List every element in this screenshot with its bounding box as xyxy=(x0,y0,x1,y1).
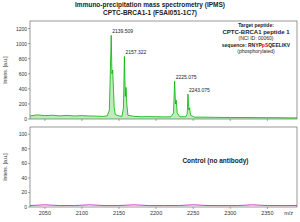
x-tick xyxy=(193,119,194,121)
data-group xyxy=(30,35,297,119)
y-tick xyxy=(28,207,30,208)
y-tick xyxy=(28,103,30,104)
y-tick-label: 60 xyxy=(21,160,27,166)
annotation: 2225.075 xyxy=(176,74,197,80)
y-tick-label: 200 xyxy=(19,101,28,107)
y-tick-label: 1200 xyxy=(16,26,27,32)
annotation: 2139.509 xyxy=(112,28,133,34)
x-tick xyxy=(230,207,231,209)
y-tick-label: 20 xyxy=(21,189,27,195)
figure: Immuno-precipitation mass spectrometry (… xyxy=(0,0,300,222)
x-tick-label: 2150 xyxy=(113,210,125,216)
y-tick xyxy=(28,163,30,164)
y-tick-label: 0 xyxy=(24,116,27,122)
y-tick xyxy=(28,88,30,89)
text-box-line: CPTC-BRCA1 peptide 1 xyxy=(222,29,290,35)
y-tick-label: 1000 xyxy=(16,41,27,47)
y-tick xyxy=(28,43,30,44)
x-tick xyxy=(267,119,268,121)
plot-frame xyxy=(30,127,297,207)
x-tick xyxy=(119,119,120,121)
y-tick xyxy=(28,148,30,149)
text-box-part: QEELIKV xyxy=(268,42,291,48)
x-tick xyxy=(119,207,120,209)
text-box-part: sequence: RNYP xyxy=(222,42,263,48)
panel: 0 200 400 600 800 1000 1200 Intens. [a.u.] 2139.… xyxy=(2,21,297,122)
y-tick xyxy=(28,73,30,74)
x-tick xyxy=(81,119,82,121)
x-tick-label: 2300 xyxy=(224,210,236,216)
x-tick-label: 2100 xyxy=(76,210,88,216)
text-box-line: Target peptide: xyxy=(238,22,274,28)
spectrum-line xyxy=(30,204,297,206)
y-tick xyxy=(28,28,30,29)
spectrum-area xyxy=(30,35,297,119)
y-tick-label: 600 xyxy=(19,71,28,77)
x-tick-label: 2200 xyxy=(150,210,162,216)
y-axis-label: Intens. [a.u.] xyxy=(2,56,8,84)
plot-frame xyxy=(30,21,297,119)
y-tick-label: 100 xyxy=(19,131,28,137)
y-tick xyxy=(28,134,30,135)
y-tick xyxy=(28,177,30,178)
panel: 0 20 40 60 80 100 2050 2100 2150 2200 2250 2300 2350… xyxy=(2,127,297,216)
annotation: 2243.075 xyxy=(189,87,210,93)
text-box-line: (phosphorylated) xyxy=(237,48,275,54)
y-tick-label: 0 xyxy=(24,204,27,210)
y-tick-label: 400 xyxy=(19,86,28,92)
x-tick xyxy=(81,207,82,209)
x-tick-label: 2050 xyxy=(39,210,51,216)
title: Immuno-precipitation mass spectrometry (… xyxy=(75,1,225,9)
spectrum-line xyxy=(30,35,297,118)
data-group xyxy=(30,204,297,206)
x-tick xyxy=(44,119,45,121)
x-tick xyxy=(193,207,194,209)
y-tick xyxy=(28,119,30,120)
y-tick xyxy=(28,58,30,59)
y-axis-label: Intens. [a.u.] xyxy=(2,153,8,181)
x-tick xyxy=(156,207,157,209)
x-tick xyxy=(44,207,45,209)
text-box-line: (NCI ID: 00060) xyxy=(238,35,273,41)
x-tick xyxy=(267,207,268,209)
y-tick-label: 800 xyxy=(19,56,28,62)
y-tick xyxy=(28,192,30,193)
subtitle: CPTC-BRCA1-1 (FSAI051-1C7) xyxy=(103,9,197,17)
x-axis-label: m/z xyxy=(284,210,293,216)
x-tick-label: 2250 xyxy=(187,210,199,216)
annotation: 2157.322 xyxy=(125,49,146,55)
text-box-line: sequence: RNYPpSQEELIKV xyxy=(222,42,291,48)
x-tick xyxy=(230,119,231,121)
y-tick-label: 40 xyxy=(21,175,27,181)
y-tick-label: 80 xyxy=(21,146,27,152)
annotation: Control (no antibody) xyxy=(182,157,248,165)
x-tick-label: 2350 xyxy=(261,210,273,216)
x-tick xyxy=(156,119,157,121)
